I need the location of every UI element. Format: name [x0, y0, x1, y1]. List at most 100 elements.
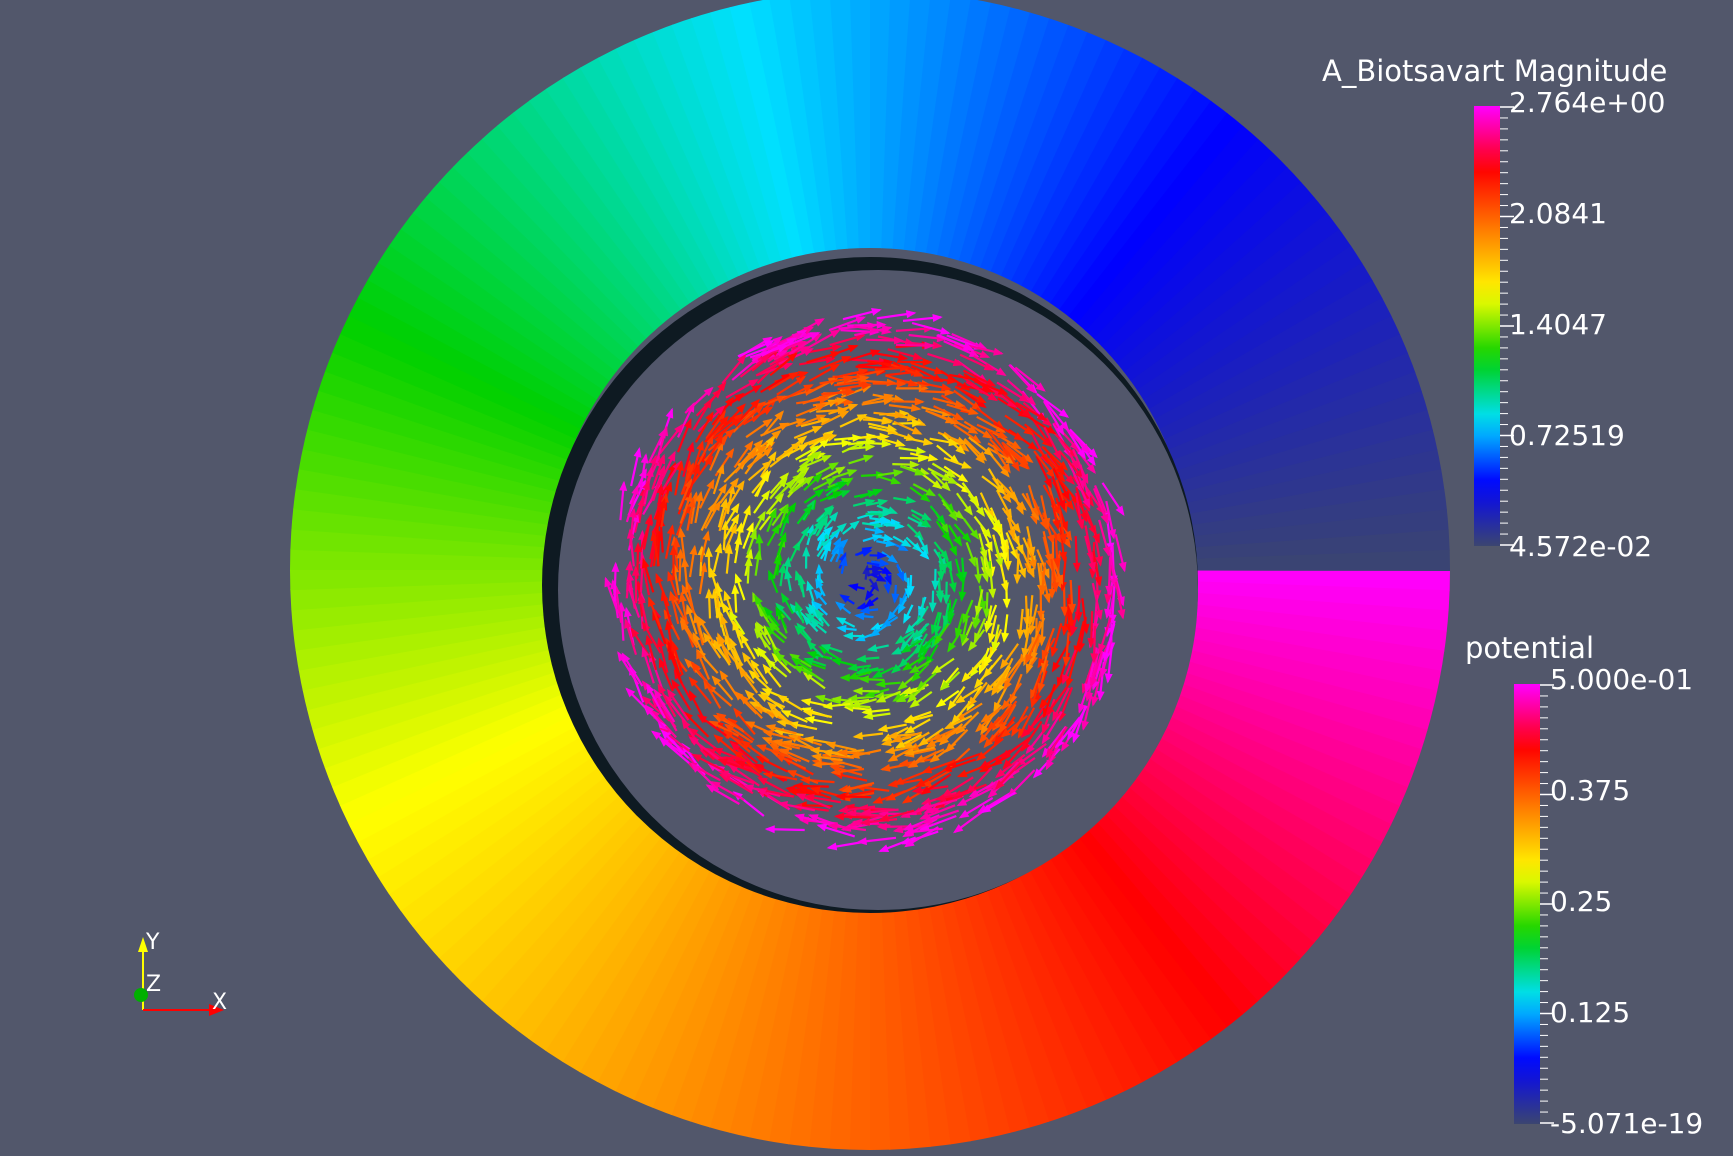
vector-glyph-head [809, 786, 821, 795]
vector-glyph-head [776, 694, 788, 704]
vector-glyph-head [871, 308, 882, 316]
vector-glyph-head [852, 434, 863, 442]
vector-glyph-head [1102, 651, 1111, 663]
vector-glyph-head [808, 814, 819, 822]
vector-glyph-head [1092, 533, 1100, 544]
vector-glyph-head [884, 746, 896, 755]
vector-glyph-head [730, 513, 740, 525]
vector-glyph-head [1072, 732, 1080, 744]
vector-glyph-head [982, 608, 991, 619]
vector-glyph-head [1000, 749, 1011, 759]
vector-glyph-head [809, 618, 820, 629]
vector-glyph-head [1018, 459, 1029, 470]
vector-glyph-head [855, 316, 866, 324]
vector-glyph-head [836, 397, 847, 406]
vector-glyph-head [696, 440, 704, 451]
vector-glyph-head [621, 652, 631, 663]
vector-glyph-head [762, 418, 773, 428]
vector-glyph-head [715, 405, 726, 415]
vector-glyph-head [912, 352, 924, 361]
vector-glyph-head [914, 467, 926, 476]
vector-glyph-head [1003, 679, 1012, 691]
vector-glyph-head [969, 495, 979, 507]
vector-glyph-head [909, 460, 920, 469]
vector-glyph-head [816, 823, 828, 832]
vector-glyph-head [835, 466, 846, 475]
colorbar-biotsavart[interactable] [1474, 106, 1500, 546]
vector-glyph-head [987, 632, 996, 644]
vector-glyph-head [859, 818, 871, 826]
vector-glyph-head [891, 664, 902, 674]
vector-glyph-head [814, 609, 825, 620]
vector-glyph-head [644, 704, 654, 715]
vector-glyph-head [1029, 651, 1038, 663]
vector-glyph-head [920, 492, 931, 502]
vector-glyph-head [975, 453, 985, 464]
vector-glyph-head [1045, 747, 1055, 759]
vector-glyph-head [1069, 625, 1078, 637]
vector-glyph-head [1098, 643, 1106, 655]
vector-glyph-head [806, 640, 817, 651]
vector-glyph-head [733, 412, 744, 423]
vector-glyph-head [784, 568, 793, 580]
vector-glyph-head [650, 730, 662, 740]
vector-glyph-head [777, 801, 788, 809]
vector-glyph-head [656, 637, 665, 648]
vector-glyph-head [1024, 563, 1033, 574]
vector-glyph-head [804, 715, 815, 724]
vector-glyph-head [803, 326, 815, 335]
colorbar-potential[interactable] [1514, 684, 1540, 1124]
vector-glyph-head [1050, 582, 1059, 593]
vector-glyph-head [697, 615, 707, 627]
vector-glyph-head [954, 694, 966, 704]
vector-glyph-head [815, 403, 827, 412]
vector-glyph-head [823, 526, 834, 536]
vector-glyph-head [905, 310, 917, 319]
vector-glyph-head [839, 673, 850, 682]
vector-glyph-head [968, 788, 980, 798]
vector-glyph-head [1011, 726, 1020, 737]
vector-glyph-head [1062, 674, 1070, 685]
vector-glyph-head [762, 406, 774, 415]
vector-glyph-head [656, 483, 665, 494]
vector-glyph-head [898, 759, 909, 767]
vector-glyph-head [1051, 661, 1061, 673]
vector-glyph-head [1038, 636, 1046, 647]
vector-glyph-head [765, 436, 776, 447]
vector-glyph-head [1016, 629, 1025, 640]
vector-glyph-head [935, 793, 946, 802]
vector-glyph-head [901, 686, 913, 695]
vector-glyph-head [956, 436, 967, 445]
vector-glyph-head [855, 654, 867, 663]
vector-glyph-head [864, 498, 876, 507]
vector-glyph-head [900, 644, 912, 654]
vector-glyph-head [979, 350, 991, 358]
vector-glyph-head [901, 538, 912, 547]
vector-glyph-head [811, 760, 822, 769]
vector-glyph-head [979, 549, 988, 561]
vector-glyph-head [664, 619, 673, 631]
vector-glyph-head [897, 353, 909, 362]
vector-glyph-head [858, 675, 869, 684]
vector-glyph-head [1060, 606, 1069, 617]
vector-glyph-head [1041, 649, 1050, 661]
vector-glyph-head [921, 512, 932, 521]
vector-glyph-head [794, 625, 804, 636]
vector-glyph-head [1070, 441, 1080, 452]
vector-glyph-head [771, 652, 782, 663]
vector-glyph-head [1050, 646, 1059, 658]
vector-glyph-head [865, 590, 874, 601]
vector-glyph-head [847, 672, 858, 680]
vector-glyph-head [947, 476, 959, 484]
vector-glyph-head [730, 741, 741, 752]
vector-glyph-head [772, 336, 783, 346]
vector-glyph-head [931, 665, 942, 675]
legend-tick: 2.764e+00 [1509, 86, 1666, 119]
vector-glyph-head [955, 571, 964, 583]
vector-glyph-head [905, 496, 917, 505]
vector-glyph-head [936, 570, 945, 582]
vector-glyph-head [835, 601, 846, 611]
vector-glyph-head [931, 580, 940, 591]
